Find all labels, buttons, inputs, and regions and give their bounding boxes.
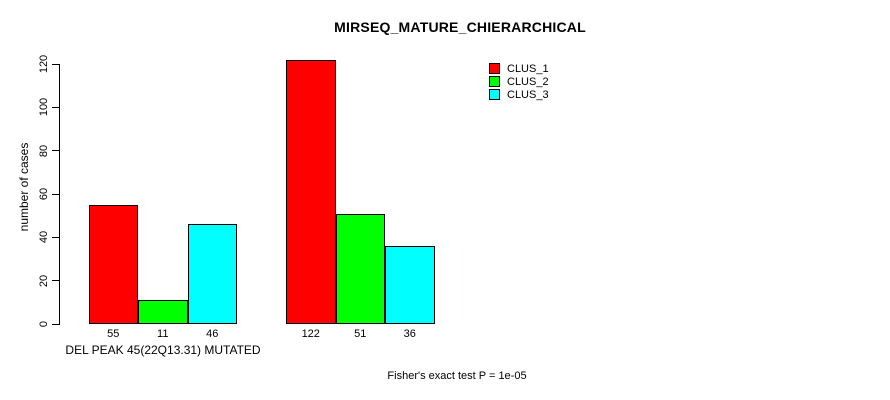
y-tick-mark [52,323,59,325]
y-tick-mark [52,150,59,152]
legend-row: CLUS_3 [489,88,549,101]
y-tick-mark [52,280,59,282]
bar-clus_1-group1 [88,204,138,324]
legend-swatch-icon [489,76,500,87]
bar-value-label: 51 [354,328,367,340]
bar-value-label: 46 [206,328,219,340]
y-axis-label: number of cases [17,142,31,232]
legend-swatch-icon [489,89,500,100]
chart-title: MIRSEQ_MATURE_CHIERARCHICAL [334,19,586,35]
bar-value-label: 55 [107,328,120,340]
x-category-label: DEL PEAK 45(22Q13.31) MUTATED [65,343,261,357]
bar-value-label: 122 [301,328,320,340]
legend-swatch-icon [489,63,500,74]
y-tick-label: 0 [38,320,50,328]
legend: CLUS_1 CLUS_2 CLUS_3 [489,62,549,101]
bar-clus_3-group1 [187,224,237,324]
bar-value-label: 36 [403,328,416,340]
legend-label: CLUS_3 [507,88,549,101]
y-tick-label: 60 [38,187,50,201]
bar-clus_3-group2 [385,246,435,324]
legend-label: CLUS_2 [507,75,549,88]
y-axis-line [59,64,60,325]
y-tick-mark [52,236,59,238]
bar-clus_1-group2 [286,59,336,324]
bar-clus_2-group1 [138,300,188,324]
y-tick-label: 100 [38,98,50,117]
y-tick-label: 120 [38,54,50,74]
bar-value-label: 11 [157,328,169,340]
bar-clus_2-group2 [335,213,385,324]
y-tick-label: 40 [38,231,50,244]
y-tick-label: 20 [38,274,50,287]
y-tick-mark [52,63,59,65]
legend-label: CLUS_1 [507,62,549,75]
y-tick-label: 80 [38,144,50,157]
legend-row: CLUS_1 [489,62,549,75]
y-tick-mark [52,106,59,108]
y-tick-mark [52,193,59,195]
legend-row: CLUS_2 [489,75,549,88]
annotation-text: Fisher's exact test P = 1e-05 [387,370,527,382]
